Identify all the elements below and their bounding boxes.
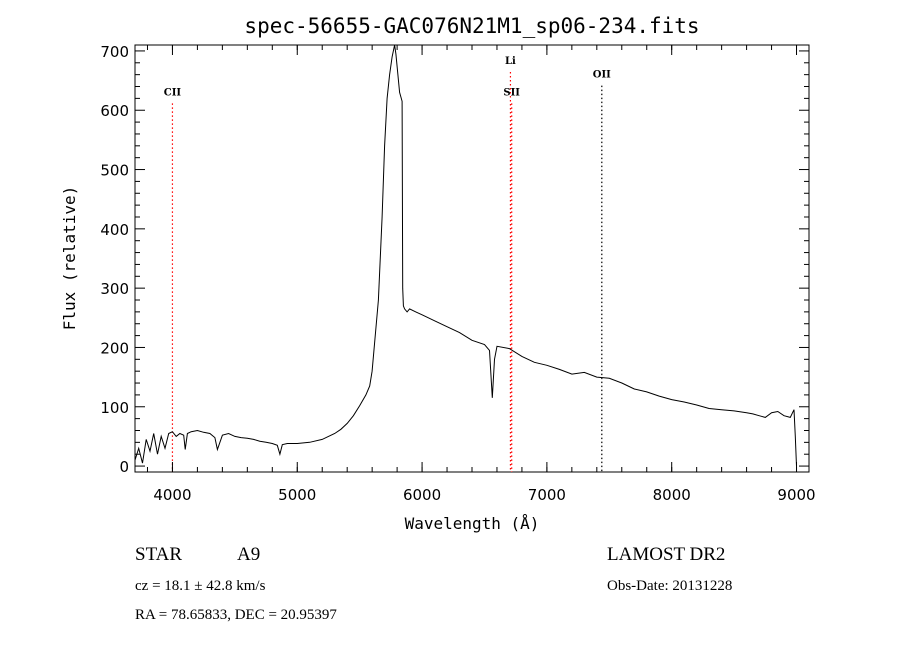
x-axis-ticks: 4000 5000 6000 7000 8000 9000	[146, 45, 816, 504]
y-tick-label: 600	[100, 102, 129, 120]
line-marker-label: Li	[505, 56, 516, 67]
line-marker-label: CII	[164, 87, 182, 98]
y-axis-label: Flux (relative)	[60, 186, 79, 331]
y-tick-label: 200	[100, 339, 129, 357]
y-tick-label: 100	[100, 399, 129, 417]
y-tick-label: 500	[100, 162, 129, 180]
chart-title: spec-56655-GAC076N21M1_sp06-234.fits	[244, 14, 699, 38]
x-tick-label: 8000	[653, 486, 691, 504]
redshift-text: cz = 18.1 ± 42.8 km/s	[135, 578, 266, 594]
spectrum-line	[134, 44, 797, 467]
line-marker-label: OII	[593, 70, 611, 81]
y-tick-label: 400	[100, 221, 129, 239]
coordinates-text: RA = 78.65833, DEC = 20.95397	[135, 607, 337, 623]
x-axis-label: Wavelength (Å)	[405, 514, 540, 533]
line-marker-label: SII	[503, 87, 520, 98]
y-axis-ticks: 0 100 200 300 400 500 600 700	[100, 43, 809, 476]
object-subclass: A9	[237, 544, 260, 565]
x-tick-label: 5000	[278, 486, 316, 504]
object-class: STAR	[135, 544, 182, 565]
y-tick-label: 300	[100, 280, 129, 298]
x-tick-label: 7000	[528, 486, 566, 504]
x-tick-label: 6000	[403, 486, 441, 504]
y-tick-label: 700	[100, 43, 129, 61]
x-tick-label: 4000	[153, 486, 191, 504]
obs-date-text: Obs-Date: 20131228	[607, 578, 732, 594]
x-tick-label: 9000	[777, 486, 815, 504]
spectral-line-markers: CII Li SII OII	[164, 56, 611, 472]
survey-name: LAMOST DR2	[607, 544, 725, 565]
y-tick-label: 0	[119, 458, 129, 476]
